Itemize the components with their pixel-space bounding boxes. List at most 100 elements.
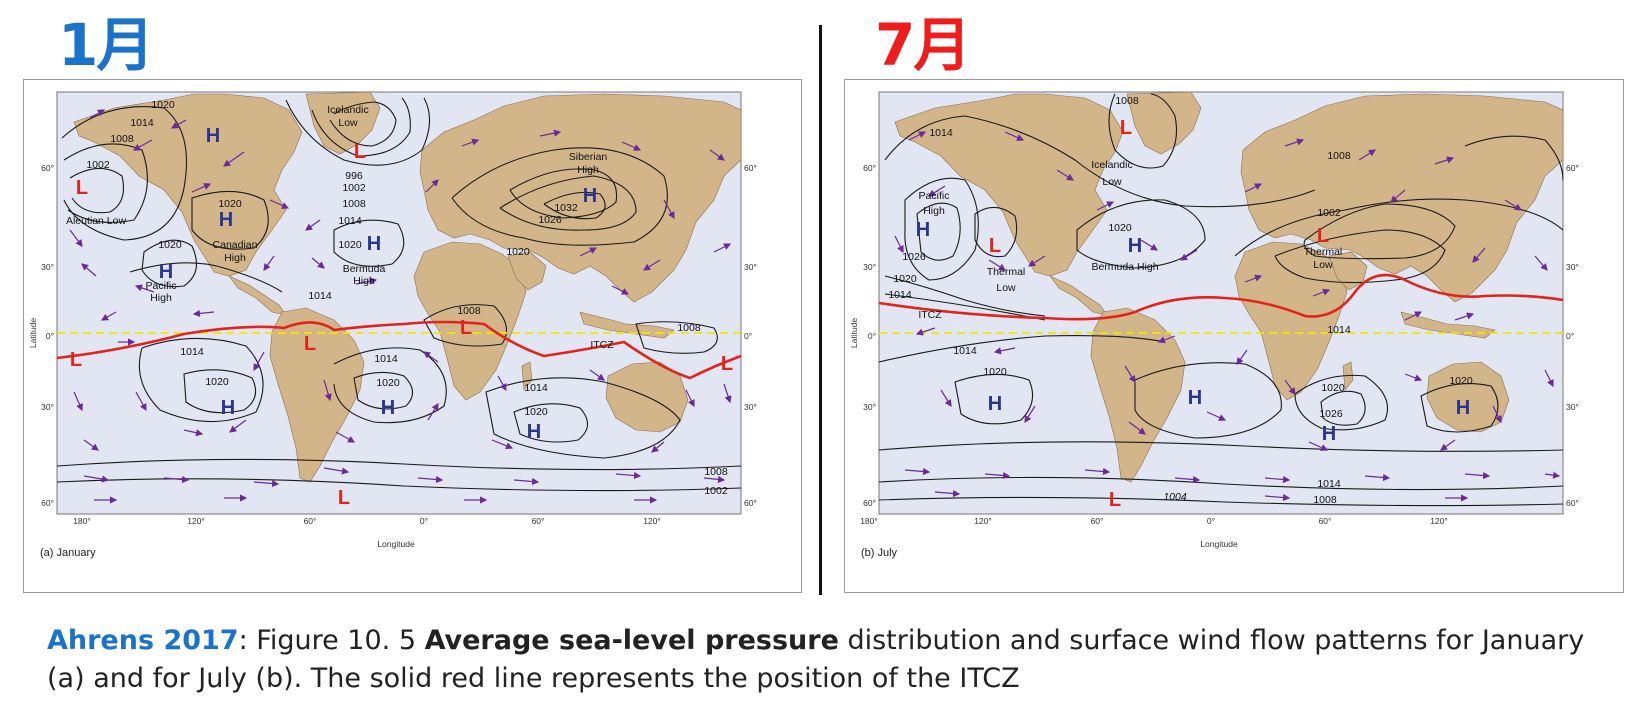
lat-tick: 0° (868, 331, 876, 341)
wind-arrows (69, 109, 732, 504)
isobar-labels: 1008 Icelandic Low 1014 1008 Pacific Hig… (888, 95, 1473, 506)
x-axis-title: Longitude (1200, 539, 1238, 549)
isobar-label: 1008 (1115, 95, 1139, 107)
isobar-label: 1014 (1327, 324, 1351, 336)
bermuda-high-marker: H (1128, 235, 1142, 257)
lat-tick: 0° (744, 331, 752, 341)
south-atlantic-high-marker: H (381, 397, 395, 419)
region-label: Low (1313, 259, 1333, 271)
lat-tick: 30° (1566, 262, 1579, 272)
pressure-centers: L H L H L H H H H L (916, 117, 1470, 511)
north-america (894, 93, 1124, 277)
pacific-high-marker: H (159, 261, 173, 283)
aleutian-low-marker: L (76, 177, 88, 199)
itcz-label: ITCZ (918, 309, 942, 321)
x-axis-title: Longitude (377, 539, 415, 549)
south-america-low-marker: L (304, 333, 316, 355)
australia-high-marker: H (1456, 397, 1470, 419)
isobar-label: 1026 (1319, 408, 1343, 420)
lat-tick: 30° (744, 262, 757, 272)
isobar-label: 1020 (151, 99, 175, 111)
isobar-label: 1020 (338, 239, 362, 251)
y-axis-title: Latitude (849, 318, 859, 349)
pacific-high-marker: H (916, 219, 930, 241)
region-label: Low (1102, 176, 1122, 188)
lat-tick: 30° (41, 402, 54, 412)
southern-ocean-low-marker: L (1109, 489, 1121, 511)
north-america (73, 93, 303, 277)
january-map-panel: H L L H H H H L L L H H H L L 1020 1014 … (23, 79, 802, 593)
eurasia (419, 93, 742, 303)
panel-caption: (a) January (40, 547, 96, 559)
isobar-label: 1026 (902, 251, 926, 263)
isobar-label: 1020 (1108, 222, 1132, 234)
region-label: High (923, 205, 945, 217)
lat-tick: 60° (744, 163, 757, 173)
lat-tick: 30° (863, 262, 876, 272)
region-label: Aleutian Low (66, 215, 127, 227)
itcz-line (56, 320, 742, 380)
indian-ocean-high-marker: H (527, 421, 541, 443)
region-label: Low (338, 117, 358, 129)
lat-tick: 60° (41, 163, 54, 173)
lon-tick: 60° (1091, 516, 1104, 526)
region-label: High (150, 292, 172, 304)
pressure-centers: H L L H H H H L L L H H H L L (70, 125, 733, 509)
isobar-label: 1008 (1313, 494, 1337, 506)
lat-tick: 60° (863, 163, 876, 173)
isobar-label: 1002 (86, 159, 110, 171)
lon-tick: 120° (643, 516, 661, 526)
lon-tick: 0° (1207, 516, 1215, 526)
lat-tick: 0° (1566, 331, 1574, 341)
south-atlantic-high-marker: H (1188, 387, 1202, 409)
africa (413, 241, 527, 401)
east-pacific-low-marker: L (70, 349, 82, 371)
lat-tick: 60° (1566, 498, 1579, 508)
january-title: 1月 (58, 11, 154, 79)
region-label: Icelandic (1091, 159, 1132, 171)
isobar-label: 1014 (338, 215, 362, 227)
thermal-low-na-marker: L (989, 235, 1001, 257)
isobar-label: 1008 (1327, 150, 1351, 162)
isobar-label: 1020 (983, 366, 1007, 378)
isobar-label: 1008 (110, 133, 134, 145)
lon-tick: 120° (1430, 516, 1448, 526)
south-pacific-high-marker: H (221, 397, 235, 419)
isobar-label: 1014 (524, 382, 548, 394)
y-axis-title: Latitude (28, 318, 38, 349)
lon-tick: 60° (1319, 516, 1332, 526)
icelandic-low-marker: L (1120, 117, 1132, 139)
south-pacific-high-marker: H (988, 393, 1002, 415)
isobar-label: 1020 (158, 239, 182, 251)
lat-tick: 60° (1566, 163, 1579, 173)
lon-tick: 120° (974, 516, 992, 526)
caption-text-2: distribution and surface wind flow patte… (47, 625, 1585, 694)
region-label: Pacific (919, 190, 950, 202)
region-label: Thermal (987, 266, 1026, 278)
isobar-label: 1002 (704, 485, 728, 497)
lat-tick: 30° (1566, 402, 1579, 412)
isobar-label: 1008 (704, 466, 728, 478)
caption-bold-text: Average sea-level pressure (424, 625, 839, 656)
region-label: Thermal (1304, 246, 1343, 258)
isobar-label: 1014 (374, 353, 398, 365)
region-label: Icelandic (327, 104, 368, 116)
lat-tick: 60° (744, 498, 757, 508)
july-map: L H L H L H H H H L 1008 Icelandic Low 1… (849, 91, 1579, 559)
isobar-label: 1020 (205, 376, 229, 388)
isobar-label: 1002 (1317, 207, 1341, 219)
lon-tick: 180° (73, 516, 91, 526)
lon-tick: 60° (304, 516, 317, 526)
figure-caption: Ahrens 2017: Figure 10. 5 Average sea-le… (47, 622, 1607, 698)
caption-text-1: : Figure 10. 5 (238, 625, 425, 656)
africa-low-marker: L (460, 317, 472, 339)
isobar-label: 1020 (524, 406, 548, 418)
africa (1234, 241, 1348, 401)
siberian-high-marker: H (583, 185, 597, 207)
isobar-label: 1014 (180, 346, 204, 358)
southern-ocean-low-marker: L (338, 487, 350, 509)
region-label: High (224, 252, 246, 264)
isobar-label: 1014 (130, 117, 154, 129)
isobar-label: 1014 (888, 289, 912, 301)
july-map-panel: L H L H L H H H H L 1008 Icelandic Low 1… (844, 79, 1624, 593)
